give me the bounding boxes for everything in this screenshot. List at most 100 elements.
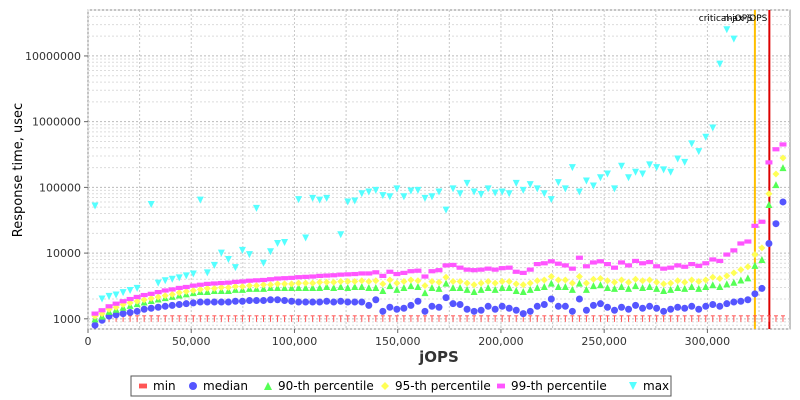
point-95-th-percentile xyxy=(231,283,239,291)
legend-label: 99-th percentile xyxy=(511,379,607,393)
point-95-th-percentile xyxy=(274,280,282,288)
point-95-th-percentile xyxy=(589,275,597,283)
point-95-th-percentile xyxy=(288,280,296,288)
point-99-th-percentile xyxy=(133,294,141,300)
point-95-th-percentile xyxy=(653,278,661,286)
point-max xyxy=(421,194,429,202)
point-median xyxy=(477,306,485,314)
point-max xyxy=(267,248,275,256)
point-99-th-percentile xyxy=(98,308,106,313)
point-95-th-percentile xyxy=(547,273,555,281)
point-99-th-percentile xyxy=(632,258,640,264)
point-max xyxy=(323,194,331,202)
point-99-th-percentile xyxy=(182,284,190,290)
point-median xyxy=(540,301,548,309)
y-tick-label: 100000 xyxy=(39,181,81,194)
point-90-th-percentile xyxy=(456,283,464,291)
point-99-th-percentile xyxy=(330,273,338,278)
point-95-th-percentile xyxy=(751,251,759,259)
point-90-th-percentile xyxy=(295,283,303,291)
point-median xyxy=(674,303,682,311)
point-99-th-percentile xyxy=(203,281,211,286)
point-median xyxy=(147,304,155,312)
point-95-th-percentile xyxy=(484,277,492,285)
point-90-th-percentile xyxy=(772,181,780,189)
point-99-th-percentile xyxy=(414,268,422,273)
point-max xyxy=(260,259,267,267)
point-median xyxy=(238,297,246,305)
point-99-th-percentile xyxy=(639,261,647,266)
point-median xyxy=(379,307,387,315)
x-tick-label: 100,000 xyxy=(272,335,318,348)
series-99-th-percentile xyxy=(91,142,787,316)
axes: 0 50,000 100,000 150,000 200,000 250,000 300,0… xyxy=(25,50,730,348)
point-95-th-percentile xyxy=(189,286,197,294)
legend-label: 90-th percentile xyxy=(278,379,374,393)
point-max xyxy=(245,251,253,259)
point-90-th-percentile xyxy=(758,255,766,263)
point-99-th-percentile xyxy=(730,248,738,253)
point-99-th-percentile xyxy=(231,279,239,284)
point-max xyxy=(428,193,436,201)
point-99-th-percentile xyxy=(674,263,682,268)
point-95-th-percentile xyxy=(554,276,562,284)
point-99-th-percentile xyxy=(91,311,99,316)
point-95-th-percentile xyxy=(498,277,506,285)
point-99-th-percentile xyxy=(196,282,204,287)
point-90-th-percentile xyxy=(632,282,640,290)
point-max xyxy=(547,196,555,204)
point-median xyxy=(716,302,724,310)
point-90-th-percentile xyxy=(547,279,555,287)
point-median xyxy=(309,298,317,306)
point-99-th-percentile xyxy=(140,292,148,298)
point-90-th-percentile xyxy=(751,261,759,269)
point-max xyxy=(442,206,450,214)
point-90-th-percentile xyxy=(379,286,387,294)
point-max xyxy=(575,188,583,196)
point-90-th-percentile xyxy=(779,164,787,172)
point-99-th-percentile xyxy=(119,299,127,304)
legend-label: max xyxy=(643,379,669,393)
legend-label: min xyxy=(153,379,176,393)
point-max xyxy=(646,161,654,169)
point-99-th-percentile xyxy=(589,260,597,265)
point-95-th-percentile xyxy=(309,279,317,287)
point-95-th-percentile xyxy=(519,281,527,289)
y-tick-label: 10000000 xyxy=(25,50,81,63)
point-median xyxy=(772,220,780,228)
point-median xyxy=(484,302,492,310)
point-max xyxy=(231,264,239,272)
point-95-th-percentile xyxy=(765,190,773,198)
point-90-th-percentile xyxy=(603,283,611,291)
point-max xyxy=(344,198,352,206)
point-90-th-percentile xyxy=(344,283,352,291)
point-max xyxy=(611,185,618,193)
point-90-th-percentile xyxy=(646,283,654,291)
point-median xyxy=(526,307,534,315)
point-median xyxy=(274,296,282,304)
point-median xyxy=(351,298,359,306)
point-99-th-percentile xyxy=(477,267,485,272)
max-jOPS-label: max-jOPS xyxy=(724,14,768,24)
point-90-th-percentile xyxy=(400,283,408,291)
point-95-th-percentile xyxy=(709,273,717,281)
point-90-th-percentile xyxy=(421,289,429,297)
point-95-th-percentile xyxy=(161,292,169,300)
point-max xyxy=(112,291,120,299)
point-90-th-percentile xyxy=(365,283,373,291)
point-90-th-percentile xyxy=(491,285,499,293)
point-99-th-percentile xyxy=(484,266,492,271)
point-99-th-percentile xyxy=(238,279,246,284)
point-95-th-percentile xyxy=(421,282,429,290)
point-max xyxy=(133,284,141,292)
point-median xyxy=(428,302,436,310)
point-median xyxy=(737,297,745,305)
point-90-th-percentile xyxy=(316,283,324,291)
point-max xyxy=(386,193,394,201)
legend-marker-max xyxy=(629,382,637,390)
point-99-th-percentile xyxy=(386,269,394,274)
y-tick-label: 10000 xyxy=(46,247,81,260)
point-median xyxy=(168,301,176,309)
point-95-th-percentile xyxy=(351,277,359,285)
point-median xyxy=(182,300,190,308)
